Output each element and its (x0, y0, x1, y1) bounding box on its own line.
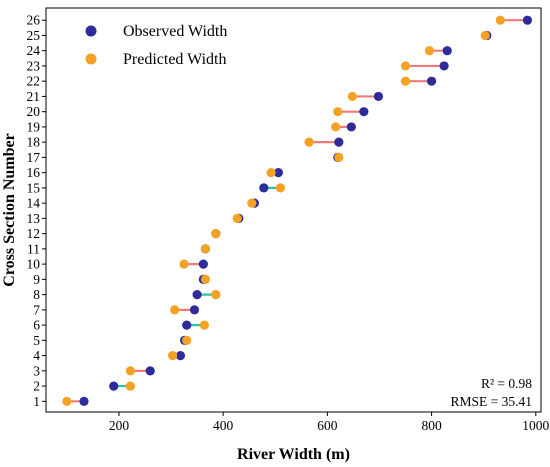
legend-label-observed: Observed Width (123, 23, 227, 40)
y-tick-label: 24 (27, 43, 41, 58)
observed-point (198, 259, 208, 269)
legend-label-predicted: Predicted Width (123, 51, 226, 68)
predicted-point (347, 91, 357, 102)
y-tick-label: 25 (27, 28, 41, 43)
plot-frame (45, 7, 542, 413)
y-tick-label: 19 (27, 119, 41, 134)
observed-point (192, 290, 202, 300)
predicted-point (424, 46, 435, 56)
predicted-point (62, 396, 72, 406)
x-tick-label: 800 (421, 418, 442, 433)
y-tick-label: 12 (27, 226, 41, 241)
observed-point (439, 61, 449, 71)
y-tick-label: 11 (27, 241, 40, 256)
r-squared-annotation: R² = 0.98 (481, 376, 532, 391)
observed-point (346, 122, 356, 132)
x-tick-label: 200 (109, 418, 130, 433)
predicted-point (247, 198, 257, 208)
predicted-point (333, 107, 343, 117)
y-tick-label: 15 (27, 180, 41, 195)
observed-point (273, 168, 283, 178)
y-tick-label: 3 (33, 363, 40, 378)
predicted-point (334, 152, 344, 163)
predicted-point (331, 122, 341, 132)
x-tick-label: 1000 (522, 418, 549, 433)
predicted-point (400, 61, 411, 71)
x-tick-label: 400 (213, 418, 234, 433)
predicted-point (400, 76, 411, 86)
y-tick-label: 9 (33, 272, 40, 287)
predicted-point (125, 381, 136, 391)
predicted-point (495, 15, 505, 25)
observed-point (522, 15, 533, 25)
predicted-point (211, 290, 221, 300)
y-tick-label: 17 (27, 150, 41, 165)
y-axis-ticks: 1234567891011121314151617181920212223242… (27, 13, 46, 409)
predicted-point (200, 244, 211, 254)
y-tick-label: 22 (27, 74, 41, 89)
y-tick-label: 23 (27, 58, 41, 73)
y-tick-label: 26 (27, 13, 41, 28)
observed-point (145, 366, 155, 376)
observed-point (442, 46, 452, 56)
observed-point (334, 137, 344, 147)
predicted-point (266, 168, 276, 178)
observed-point (259, 183, 269, 193)
points-group (62, 15, 533, 406)
y-tick-label: 21 (27, 89, 41, 104)
y-tick-label: 1 (33, 394, 40, 409)
y-tick-label: 20 (27, 104, 41, 119)
y-tick-label: 5 (33, 333, 40, 348)
observed-point (373, 91, 384, 102)
observed-point (359, 107, 369, 117)
y-tick-label: 6 (33, 318, 40, 333)
legend-marker-predicted (85, 53, 97, 65)
y-tick-label: 16 (27, 165, 41, 180)
y-tick-label: 10 (27, 257, 41, 272)
y-tick-label: 13 (27, 211, 41, 226)
y-tick-label: 4 (33, 348, 40, 363)
y-tick-label: 18 (27, 135, 41, 150)
observed-point (109, 381, 119, 391)
rmse-annotation: RMSE = 35.41 (450, 394, 532, 409)
predicted-point (179, 259, 189, 269)
predicted-point (200, 274, 211, 284)
legend-marker-observed (85, 25, 97, 37)
y-axis-title: Cross Section Number (1, 133, 18, 286)
predicted-point (125, 366, 136, 376)
observed-point (426, 76, 437, 86)
y-tick-label: 8 (33, 287, 40, 302)
x-axis-ticks: 200 400 600 800 1000 (109, 412, 550, 433)
observed-point (175, 350, 186, 361)
observed-point (79, 396, 89, 406)
predicted-point (232, 213, 242, 223)
y-tick-label: 7 (33, 302, 40, 317)
predicted-point (199, 320, 209, 330)
predicted-point (168, 350, 178, 361)
x-axis-title: River Width (m) (237, 446, 350, 463)
predicted-point (480, 30, 490, 41)
observed-point (182, 320, 192, 330)
legend: Observed Width Predicted Width (85, 23, 227, 68)
observed-point (189, 305, 200, 315)
y-tick-label: 14 (27, 196, 41, 211)
predicted-point (275, 183, 286, 193)
predicted-point (304, 137, 314, 147)
x-tick-label: 600 (317, 418, 338, 433)
predicted-point (170, 305, 180, 315)
predicted-point (211, 229, 221, 239)
predicted-point (182, 335, 192, 345)
y-tick-label: 2 (33, 379, 40, 394)
